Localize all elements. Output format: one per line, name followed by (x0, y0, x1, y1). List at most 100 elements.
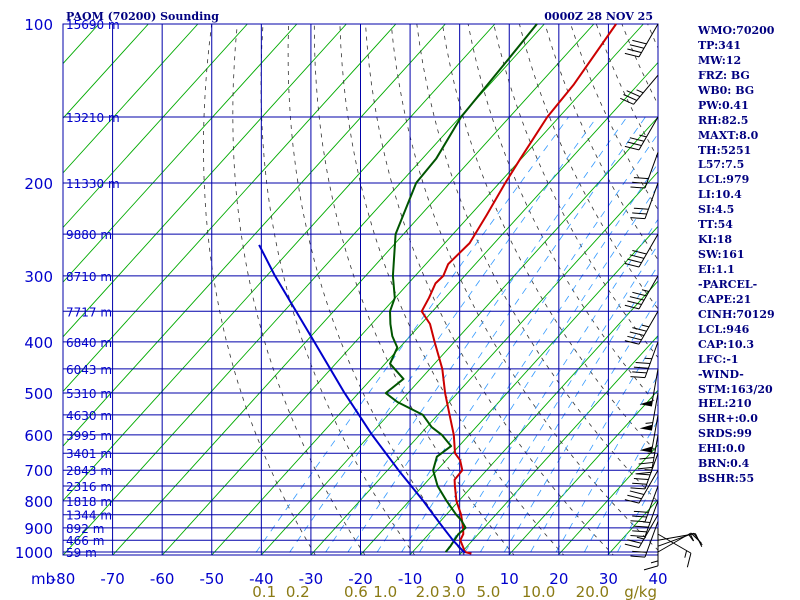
pressure-label: 400 (24, 334, 53, 352)
barb-flag (632, 530, 647, 533)
index-item: SI:4.5 (698, 203, 735, 217)
wind-barb (624, 469, 659, 504)
barb-staff (650, 368, 659, 407)
pressure-label: 100 (24, 16, 53, 34)
barb-pennant (639, 400, 653, 407)
temperature-tick-label: -60 (150, 570, 175, 588)
barb-flag (626, 90, 641, 98)
isotherm-line (63, 24, 397, 393)
barb-flag (632, 212, 647, 215)
barb-staff (644, 182, 659, 219)
barb-half-flag (641, 324, 650, 328)
index-item: MW:12 (698, 53, 742, 67)
height-label: 11330 m (66, 177, 120, 191)
wind-barb (639, 414, 659, 453)
barb-staff (638, 23, 659, 58)
wind-barb (624, 311, 659, 345)
barb-flag (624, 304, 640, 310)
wind-barb (620, 74, 659, 105)
barb-flag (630, 487, 646, 490)
isotherm-line (63, 24, 496, 502)
barb-flag (627, 258, 642, 264)
height-label: 6043 m (66, 363, 112, 377)
index-item: TP:341 (698, 38, 742, 52)
temperature-tick-label: 10 (500, 570, 519, 588)
height-label: 7717 m (66, 305, 112, 319)
barb-flag (629, 137, 645, 142)
index-item: TT:54 (698, 218, 733, 232)
barb-flag (627, 141, 642, 147)
index-item: BRN:0.4 (698, 457, 750, 471)
index-item: L57:7.5 (698, 158, 745, 172)
barb-staff (644, 485, 659, 522)
wind-barb (630, 500, 659, 538)
pressure-label: 800 (24, 493, 53, 511)
barb-flag (639, 457, 655, 460)
mixing-ratio-tick-label: 5.0 (476, 583, 500, 600)
wind-barb (624, 275, 659, 310)
wind-barb (624, 116, 659, 151)
pressure-label: 600 (24, 427, 53, 445)
indices-panel: WMO:70200 TP:341 MW:12 FRZ: BG WB0: BG PW:0.4… (698, 24, 798, 487)
isotherm-line (63, 24, 248, 229)
barb-flag (632, 371, 647, 374)
height-label: 13210 m (66, 111, 120, 125)
height-label: 3995 m (66, 429, 112, 443)
pressure-label: 700 (24, 462, 53, 480)
index-item: LI:10.4 (698, 188, 742, 202)
height-label: 6840 m (66, 336, 112, 350)
index-item: HEL:210 (698, 397, 752, 411)
dry-adiabat-line (203, 24, 316, 555)
barb-flag (637, 466, 653, 470)
index-item: SHR+:0.0 (698, 412, 758, 426)
barb-flag (694, 533, 703, 547)
barb-half-flag (636, 89, 644, 94)
barb-staff (644, 500, 659, 537)
barb-half-flag (639, 134, 647, 138)
isotherm-line (63, 24, 149, 119)
barb-flag (627, 335, 642, 341)
barb-flag (624, 52, 640, 58)
temperature-tick-label: -70 (100, 570, 125, 588)
height-label: 3401 m (66, 447, 112, 461)
index-item: STM:163/20 (698, 382, 773, 396)
mixing-ratio-tick-label: 0.2 (286, 583, 310, 600)
barb-flag (633, 478, 649, 481)
temperature-tick-label: 0 (455, 570, 465, 588)
height-label: 2843 m (66, 464, 112, 478)
pressure-label: 900 (24, 520, 53, 538)
wind-barb (630, 152, 659, 189)
barb-flag (623, 94, 637, 101)
dry-adiabat-line (544, 24, 658, 261)
barb-staff (644, 521, 659, 558)
barb-flag (632, 39, 647, 45)
barb-pennant (639, 424, 653, 431)
height-label: 8710 m (66, 270, 112, 284)
barb-flag (632, 482, 647, 485)
barb-staff (638, 311, 659, 345)
index-item: EI:1.1 (698, 263, 735, 276)
index-item: WMO:70200 (698, 24, 775, 37)
barb-flag (630, 217, 646, 220)
barb-flag (624, 263, 640, 268)
mixing-ratio-tick-label: 1.0 (373, 583, 397, 600)
barb-flag (635, 361, 651, 364)
barb-flag (630, 186, 646, 189)
wind-barb (624, 514, 659, 549)
index-item: LFC:-1 (698, 352, 739, 366)
isotherm-line (557, 444, 658, 555)
isotherm-line (112, 24, 595, 555)
temperature-tick-label: -80 (51, 570, 76, 588)
temperature-tick-label: -40 (249, 570, 274, 588)
index-item: -WIND- (698, 367, 744, 381)
parcel-profile-line (258, 244, 466, 554)
height-label: 4630 m (66, 409, 112, 423)
wind-barb (624, 23, 659, 58)
barb-flag (633, 207, 649, 210)
barb-staff (650, 392, 659, 431)
barb-staff (657, 533, 692, 554)
barb-half-flag (684, 550, 688, 558)
barb-staff (650, 434, 659, 473)
barb-pennant (639, 446, 653, 453)
